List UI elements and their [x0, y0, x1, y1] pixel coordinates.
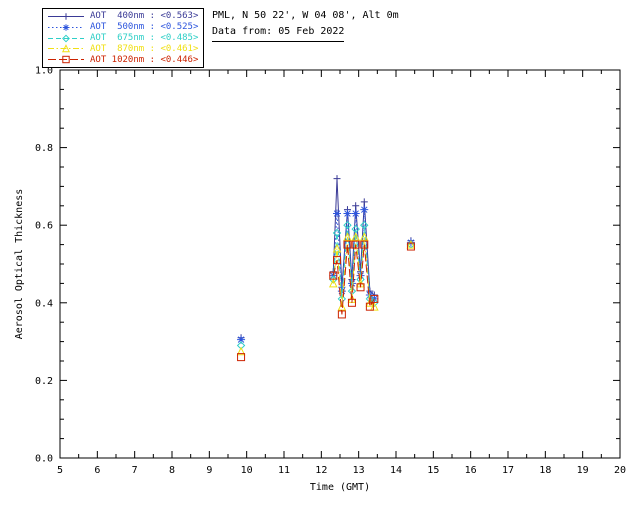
x-tick-label: 11: [278, 465, 290, 476]
y-tick-label: 1.0: [35, 66, 53, 77]
legend: AOT 400nm : <0.563> AOT 500nm : <0.525> …: [42, 8, 205, 68]
series-aot-675nm: [236, 220, 416, 350]
legend-label-675nm: AOT 675nm : <0.485>: [90, 32, 199, 43]
x-tick-label: 9: [206, 465, 212, 476]
legend-sample-870nm: [48, 44, 84, 53]
x-tick-label: 15: [427, 465, 439, 476]
x-tick-label: 18: [539, 465, 551, 476]
x-axis-ticks: 5 6 7 8 9 10 11 12 13 14 15 16 17 18 19 20: [57, 70, 626, 476]
legend-row-1020nm: AOT 1020nm : <0.446>: [47, 54, 198, 65]
y-tick-label: 0.2: [35, 376, 53, 387]
legend-row-870nm: AOT 870nm : <0.461>: [47, 43, 198, 54]
x-tick-label: 7: [132, 465, 138, 476]
plot-header: PML, N 50 22', W 04 08', Alt 0m Data fro…: [212, 8, 399, 42]
x-axis-label: Time (GMT): [310, 482, 370, 493]
legend-row-500nm: AOT 500nm : <0.525>: [47, 22, 198, 33]
y-tick-label: 0.6: [35, 221, 53, 232]
legend-sample-675nm: [48, 34, 84, 42]
legend-label-870nm: AOT 870nm : <0.461>: [90, 43, 199, 54]
y-axis-ticks: 0.0 0.2 0.4 0.6 0.8 1.0: [35, 66, 620, 465]
x-tick-label: 14: [390, 465, 402, 476]
x-tick-label: 10: [241, 465, 253, 476]
x-tick-label: 6: [94, 465, 100, 476]
series-line: [333, 210, 411, 299]
x-tick-label: 8: [169, 465, 175, 476]
legend-sample-500nm: [48, 24, 84, 31]
legend-sample-1020nm: [48, 55, 84, 64]
legend-label-1020nm: AOT 1020nm : <0.446>: [90, 54, 199, 65]
series-aot-400nm: [237, 175, 415, 342]
series-aot-870nm: [236, 232, 416, 356]
data-date-text: Data from: 05 Feb 2022: [212, 24, 345, 42]
series-line: [333, 179, 411, 295]
y-tick-label: 0.8: [35, 143, 53, 154]
legend-row-400nm: AOT 400nm : <0.563>: [47, 11, 198, 22]
x-tick-label: 20: [614, 465, 626, 476]
x-tick-label: 19: [577, 465, 589, 476]
series-aot-500nm: [237, 205, 415, 344]
x-tick-label: 16: [465, 465, 477, 476]
series-aot-1020nm: [237, 240, 415, 362]
x-tick-label: 13: [353, 465, 365, 476]
y-axis-label: Aerosol Optical Thickness: [14, 189, 25, 340]
y-tick-label: 0.0: [35, 454, 53, 465]
x-tick-label: 5: [57, 465, 63, 476]
legend-sample-400nm: [48, 13, 84, 20]
x-tick-label: 12: [315, 465, 327, 476]
legend-label-400nm: AOT 400nm : <0.563>: [90, 11, 199, 22]
y-tick-label: 0.4: [35, 298, 53, 309]
site-location-text: PML, N 50 22', W 04 08', Alt 0m: [212, 10, 399, 21]
legend-row-675nm: AOT 675nm : <0.485>: [47, 33, 198, 44]
legend-label-500nm: AOT 500nm : <0.525>: [90, 22, 199, 33]
x-tick-label: 17: [502, 465, 514, 476]
